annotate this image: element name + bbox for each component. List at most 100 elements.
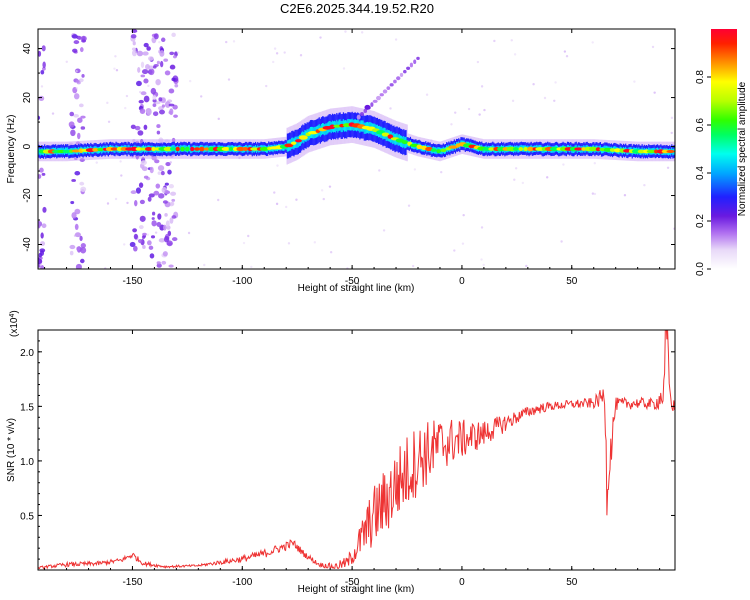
noise-speckle [295,198,298,201]
noise-speckle [670,131,673,135]
noise-speckle [413,168,417,171]
noise-speckle [164,182,169,186]
noise-speckle [265,84,268,88]
noise-speckle [152,111,159,117]
ridge-peak [180,146,185,152]
noise-speckle [73,40,80,45]
noise-speckle [651,45,655,49]
ridge-peak [595,147,601,152]
noise-speckle [148,245,154,250]
offshoot-speckle [363,108,368,114]
ridge-peak [527,146,534,152]
noise-speckle [156,263,162,268]
x-tick-label: -150 [122,276,142,287]
noise-speckle [514,167,518,170]
noise-speckle [276,164,279,167]
noise-speckle [407,204,411,207]
noise-speckle [39,167,44,173]
noise-speckle [156,222,162,228]
noise-speckle [217,117,220,121]
ridge-peak [488,147,496,151]
ridge-peak [163,146,173,152]
noise-speckle [591,41,594,44]
ridge-peak [440,148,447,152]
snr-panel: -150 -100 -50 0 50 0.5 1.0 1.5 2.0 Height of st… [6,310,676,595]
noise-speckle [273,47,277,50]
ridge-peak [203,147,210,151]
noise-speckle [78,103,84,108]
colorbar-ticks: 0.0 0.2 0.4 0.6 0.8 [695,70,711,276]
noise-speckle [152,98,157,103]
noise-speckle [131,49,137,57]
noise-speckle [411,264,415,268]
y-tick-label: -20 [22,188,33,203]
figure-title: C2E6.2025.344.19.52.R20 [280,1,434,16]
noise-speckle [360,31,364,34]
offshoot-speckle [376,95,381,101]
noise-speckle [146,108,152,116]
noise-speckle [80,126,86,130]
noise-speckle [113,67,116,70]
noise-speckle [134,200,138,207]
noise-speckle [140,91,147,96]
noise-speckle [80,258,85,264]
noise-speckle [71,179,76,182]
noise-speckle [134,125,141,131]
noise-speckle [275,52,279,55]
noise-speckle [139,90,142,94]
noise-speckle [151,211,156,216]
noise-speckle [666,166,670,169]
noise-speckle [163,224,167,231]
noise-speckle [40,70,45,75]
noise-speckle [322,197,325,201]
noise-speckle [71,212,77,219]
noise-speckle [69,111,75,117]
ridge-peak [518,147,524,151]
offshoot-speckle [413,59,417,64]
ridge-peak [506,146,516,152]
noise-speckle [157,165,165,172]
offshoot-speckle [356,114,361,120]
noise-speckle [152,65,157,69]
ridge-peak [581,147,586,151]
noise-speckle [156,130,161,135]
noise-speckle [107,120,111,123]
x-tick-label: 50 [566,577,578,588]
offshoot-speckle [393,79,397,84]
noise-speckle [38,174,42,179]
noise-speckle [162,200,168,204]
offshoot-speckle [399,72,404,77]
noise-speckle [168,264,174,268]
noise-speckle [158,97,163,102]
offshoot-speckle [403,69,407,74]
noise-speckle [160,37,166,43]
noise-speckle [462,213,465,217]
ridge-peak [430,148,437,152]
noise-speckle [450,123,453,126]
ridge-peak [208,146,215,152]
ridge-peak [298,135,308,140]
noise-speckle [155,78,161,86]
noise-speckle [152,95,157,100]
noise-speckle [151,220,157,227]
noise-speckle [287,242,291,245]
snr-series-line [38,330,675,570]
noise-speckle [482,263,485,267]
noise-speckle [130,34,137,39]
colorbar-tick-label: 0.4 [695,166,706,180]
spectrogram-image [38,29,675,269]
snr-frame [37,329,676,571]
ridge-peak [190,146,195,152]
snr-y-axis: 0.5 1.0 1.5 2.0 [20,340,675,560]
noise-speckle [168,103,175,107]
noise-speckle [74,171,81,176]
noise-speckle [169,64,176,70]
noise-speckle [129,241,136,248]
noise-speckle [114,55,117,58]
noise-speckle [38,225,41,229]
noise-speckle [150,235,156,239]
noise-speckle [493,39,496,43]
x-tick-label: -50 [345,276,360,287]
noise-speckle [153,190,160,196]
noise-speckle [553,99,556,103]
